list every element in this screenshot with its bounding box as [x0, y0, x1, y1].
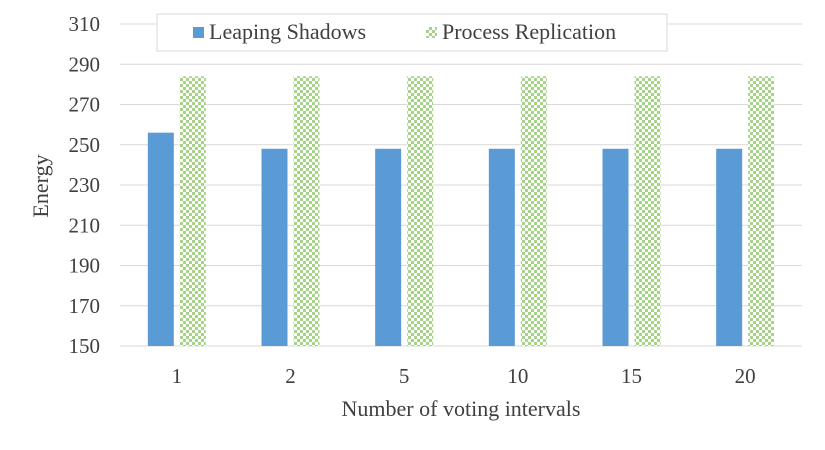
bar-process-replication	[293, 76, 320, 346]
x-tick-label: 15	[621, 364, 642, 388]
bar-leaping-shadows	[147, 132, 174, 346]
y-tick-label: 230	[69, 173, 101, 197]
y-tick-label: 210	[69, 213, 101, 237]
y-tick-label: 290	[69, 52, 101, 76]
legend-label-process-replication: Process Replication	[442, 19, 616, 44]
bar-leaping-shadows	[602, 148, 629, 346]
bar-leaping-shadows	[716, 148, 743, 346]
legend: Leaping Shadows Process Replication	[156, 13, 668, 52]
y-tick-label: 270	[69, 93, 101, 117]
x-axis-ticks: 1 2 5 10 15 20	[172, 364, 756, 388]
bar-process-replication	[407, 76, 434, 346]
gridlines	[120, 23, 802, 347]
y-axis-ticks: 150 170 190 210 230 250 270 290 310	[69, 12, 101, 358]
bar-leaping-shadows	[375, 148, 402, 346]
y-tick-label: 190	[69, 254, 101, 278]
y-tick-label: 150	[69, 334, 101, 358]
y-tick-label: 250	[69, 133, 101, 157]
legend-swatch-leaping-shadows	[193, 27, 204, 38]
bar-process-replication	[748, 76, 775, 346]
legend-swatch-process-replication	[426, 27, 437, 38]
bar-process-replication	[634, 76, 661, 346]
y-axis-title: Energy	[28, 154, 53, 217]
x-tick-label: 10	[507, 364, 528, 388]
bars	[147, 76, 775, 346]
legend-box	[156, 13, 668, 52]
bar-leaping-shadows	[488, 148, 515, 346]
x-tick-label: 1	[172, 364, 183, 388]
bar-leaping-shadows	[261, 148, 288, 346]
y-tick-label: 170	[69, 294, 101, 318]
legend-label-leaping-shadows: Leaping Shadows	[209, 19, 366, 44]
bar-process-replication	[179, 76, 206, 346]
x-tick-label: 5	[399, 364, 410, 388]
y-tick-label: 310	[69, 12, 101, 36]
x-tick-label: 20	[735, 364, 756, 388]
bar-process-replication	[520, 76, 547, 346]
x-tick-label: 2	[285, 364, 296, 388]
x-axis-title: Number of voting intervals	[342, 396, 581, 421]
